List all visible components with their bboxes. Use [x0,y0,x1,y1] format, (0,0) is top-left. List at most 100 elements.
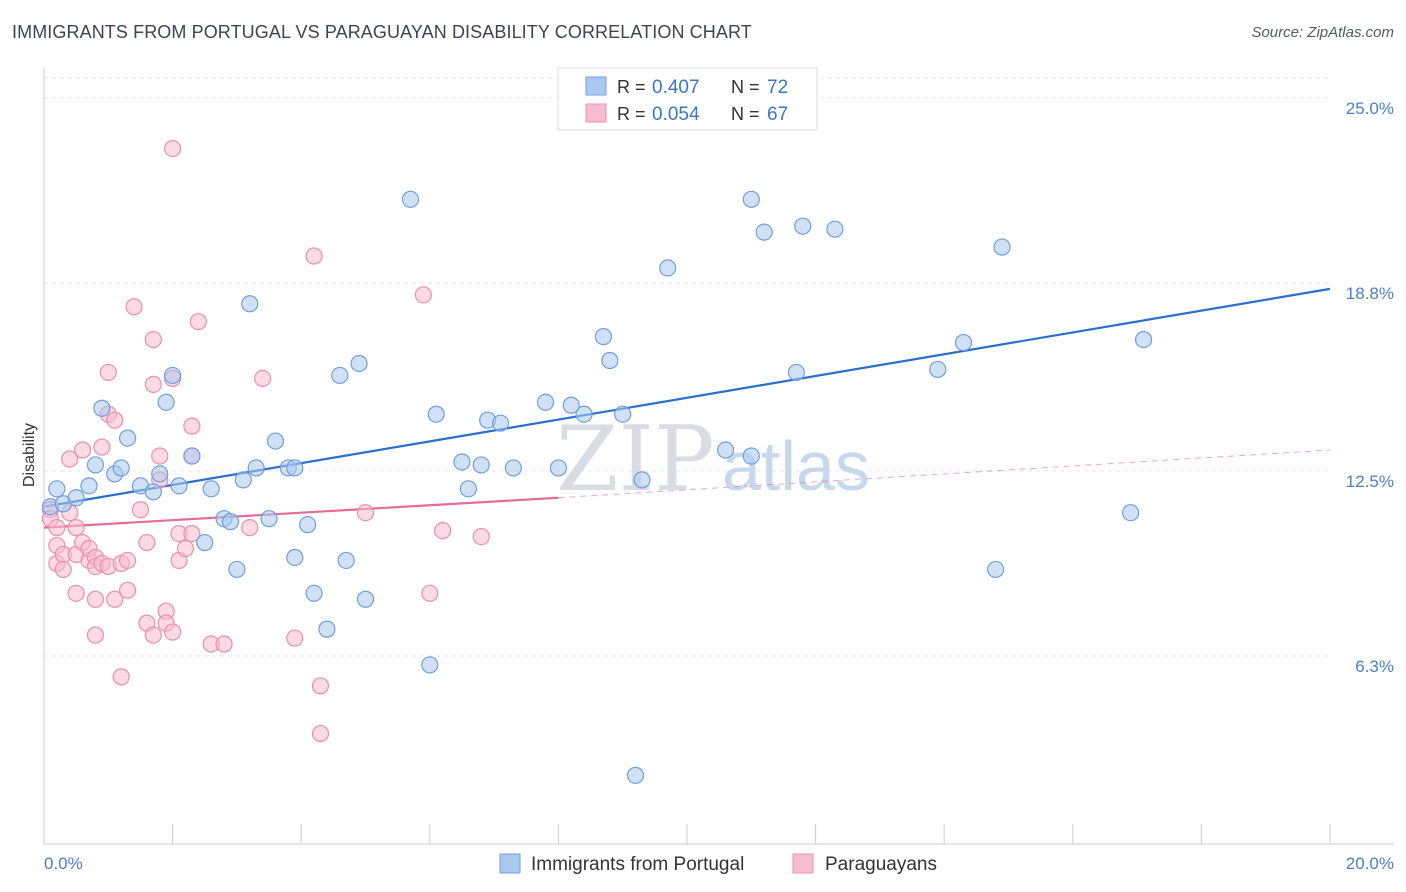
legend-swatch-blue [585,76,607,96]
point-paraguayans [93,438,111,456]
point-paraguayans [112,668,130,686]
point-portugal [626,766,645,784]
point-paraguayans [164,139,182,158]
point-paraguayans [54,560,72,579]
legend-n-value-1: 72 [767,77,788,98]
legend-n-value-2: 67 [767,104,788,125]
point-portugal [993,238,1011,256]
point-portugal [164,366,182,385]
point-portugal [472,456,490,474]
point-portugal [299,516,317,534]
point-paraguayans [414,286,432,304]
point-paraguayans [48,519,66,537]
point-portugal [536,393,555,411]
point-paraguayans [86,590,105,608]
point-portugal [453,453,471,471]
point-portugal [716,441,735,459]
point-portugal [144,483,162,501]
point-paraguayans [106,590,124,608]
y-tick-label: 18.8% [1346,284,1394,303]
point-portugal [826,220,844,238]
point-paraguayans [311,724,330,743]
correlation-legend: R = 0.407 N = 72 R = 0.054 N = 67 [557,67,818,131]
point-paraguayans [286,629,304,647]
point-portugal [337,551,355,570]
point-paraguayans [472,527,490,546]
point-portugal [575,405,593,423]
point-portugal [755,223,773,241]
point-portugal [305,584,323,602]
point-paraguayans [144,626,162,644]
point-paraguayans [164,623,182,641]
trend-line-paraguayans-extension [558,449,1331,499]
point-portugal [794,217,812,235]
point-portugal [929,360,947,379]
point-portugal [1122,504,1140,522]
legend-r-value-1: 0.407 [652,77,700,98]
legend-n-label-2: N = [731,104,760,124]
legend-r-value-2: 0.054 [652,104,700,125]
point-portugal [260,510,278,528]
point-portugal [504,459,522,477]
point-portugal [286,459,304,477]
point-portugal [118,429,137,447]
point-portugal [247,459,265,477]
point-paraguayans [118,581,137,599]
point-paraguayans [434,522,452,540]
y-tick-labels: 6.3% 12.5% 18.8% 25.0% [1346,99,1394,676]
point-portugal [183,447,201,465]
point-paraguayans [151,447,169,465]
point-paraguayans [131,501,150,519]
source-label: Source: ZipAtlas.com [1251,24,1394,41]
point-portugal [987,560,1005,579]
series-legend-swatch-blue [499,853,521,874]
y-axis-label: Disability [21,423,38,487]
point-portugal [614,405,632,423]
point-paraguayans [138,533,156,552]
watermark: ZIP atlas [556,407,870,512]
point-portugal [594,328,613,346]
point-paraguayans [183,524,201,543]
point-portugal [266,432,285,450]
legend-r-label-2: R = [617,104,646,124]
trend-line-paraguayans [43,496,559,529]
point-portugal [202,480,220,498]
point-portugal [742,447,760,465]
point-portugal [562,396,580,414]
series-legend-label-2: Paraguayans [825,854,937,875]
point-paraguayans [305,247,323,265]
point-portugal [151,465,169,483]
point-portugal [234,471,252,489]
point-paraguayans [73,441,92,459]
point-portugal [491,414,510,432]
point-paraguayans [67,519,85,537]
point-paraguayans [241,519,259,537]
point-portugal [1134,331,1153,349]
point-portugal [421,656,439,674]
legend-n-label-1: N = [731,77,760,97]
point-portugal [659,259,677,277]
y-tick-label: 6.3% [1355,657,1394,676]
point-portugal [170,477,188,495]
axis-layer [43,68,1394,845]
series-legend-label-1: Immigrants from Portugal [531,854,744,875]
point-layer [41,139,1153,784]
series-legend-swatch-pink [792,853,814,874]
point-portugal [196,533,214,552]
point-paraguayans [61,450,79,468]
point-portugal [549,459,568,477]
legend-swatch-pink [585,103,607,123]
point-paraguayans [356,504,375,522]
series-legend: Immigrants from Portugal Paraguayans [499,853,937,875]
point-portugal [459,480,477,498]
point-portugal [241,295,259,313]
point-portugal [48,480,66,498]
point-paraguayans [99,363,117,382]
point-portugal [318,620,336,638]
point-portugal [286,548,304,567]
watermark-zip: ZIP [556,407,715,512]
point-portugal [356,590,375,608]
point-paraguayans [189,313,207,331]
point-paraguayans [215,635,233,653]
point-portugal [601,351,619,370]
